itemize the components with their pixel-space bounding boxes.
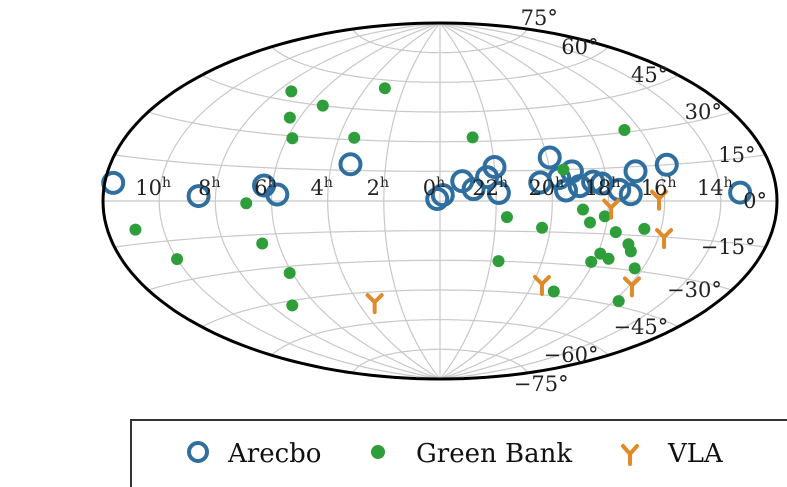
- dec-tick-label: −30°: [667, 278, 722, 302]
- vla-point: [602, 198, 621, 220]
- dec-tick-label: −45°: [613, 315, 668, 339]
- legend-marker-arecbo: [187, 441, 209, 463]
- green-bank-point: [628, 262, 641, 275]
- grid-lines: [102, 22, 778, 380]
- vla-point: [622, 276, 641, 298]
- green-bank-point: [256, 237, 269, 250]
- meridian-line: [158, 22, 441, 380]
- green-bank-point: [171, 253, 184, 266]
- arecbo-point: [618, 182, 643, 207]
- ra-tick-label: 10h: [135, 175, 171, 200]
- ra-tick-label: 4h: [310, 175, 332, 200]
- legend-label-arecbo: Arecbo: [227, 439, 321, 469]
- dec-tick-label: 0°: [743, 189, 767, 213]
- legend-label-vla: VLA: [667, 439, 724, 469]
- arecbo-point: [486, 180, 511, 205]
- legend: Arecbo Green Bank VLA: [130, 419, 787, 487]
- meridian-line: [439, 22, 610, 380]
- legend-box: [130, 419, 787, 487]
- ra-tick-label: 22h: [472, 175, 508, 200]
- green-bank-point: [240, 197, 253, 210]
- meridian-line: [383, 22, 441, 380]
- green-bank-point: [286, 132, 299, 145]
- ra-tick-label: 16h: [641, 175, 677, 200]
- green-bank-point: [286, 299, 299, 312]
- arecbo-point: [654, 152, 679, 177]
- dec-tick-label: 30°: [685, 100, 722, 124]
- ra-tick-label: 2h: [367, 175, 389, 200]
- dec-tick-label: −75°: [514, 372, 569, 396]
- dec-tick-label: 60°: [561, 35, 598, 59]
- green-bank-point: [547, 285, 560, 298]
- green-bank-point: [585, 255, 598, 268]
- vla-point: [650, 189, 669, 211]
- legend-marker-green-bank: [371, 445, 385, 459]
- arecbo-point: [482, 154, 507, 179]
- green-bank-point: [348, 131, 361, 144]
- dec-tick-label: −15°: [701, 235, 756, 259]
- green-bank-point: [598, 210, 611, 223]
- arecbo-point: [265, 182, 290, 207]
- green-bank-point: [500, 211, 513, 224]
- arecbo-point: [728, 180, 753, 205]
- dec-tick-label: 75°: [521, 6, 558, 30]
- green-bank-point: [609, 226, 622, 239]
- arecbo-point: [567, 174, 592, 199]
- arecbo-point: [338, 152, 363, 177]
- meridian-line: [327, 22, 441, 380]
- meridian-line: [214, 22, 441, 380]
- arecbo-point: [101, 170, 126, 195]
- green-bank-point: [583, 216, 596, 229]
- green-bank-point: [557, 163, 570, 176]
- green-bank-point: [129, 223, 142, 236]
- legend-marker-vla: [621, 444, 639, 466]
- green-bank-point: [492, 255, 505, 268]
- meridian-line: [439, 22, 666, 380]
- ra-tick-label: 14h: [697, 175, 733, 200]
- ra-tick-label: 0h: [423, 175, 445, 200]
- green-bank-point: [624, 245, 637, 258]
- ra-tick-label: 6h: [254, 175, 276, 200]
- green-bank-point: [466, 131, 479, 144]
- green-bank-point: [576, 203, 589, 216]
- data-markers: [101, 82, 753, 315]
- dec-tick-label: 45°: [631, 63, 668, 87]
- ra-tick-label: 8h: [198, 175, 220, 200]
- green-bank-point: [283, 266, 296, 279]
- legend-label-green-bank: Green Bank: [416, 439, 572, 469]
- vla-point: [655, 228, 674, 250]
- meridian-line: [439, 22, 553, 380]
- green-bank-point: [618, 123, 631, 136]
- sky-boundary: [101, 21, 779, 381]
- arecbo-point: [537, 145, 562, 170]
- arecbo-point: [186, 184, 211, 209]
- legend-entry-vla: VLA: [621, 439, 724, 469]
- dec-tick-label: 15°: [718, 143, 755, 167]
- ra-tick-label: 20h: [528, 175, 564, 200]
- green-bank-point: [285, 85, 298, 98]
- arecbo-point: [461, 177, 486, 202]
- green-bank-point: [602, 252, 615, 265]
- tick-labels: 10h 8h 6h 4h 2h 0h 22h 20h 18h 16h 14h 75°60° 45° 30°…: [135, 6, 767, 396]
- meridian-line: [439, 22, 722, 380]
- green-bank-point: [536, 221, 549, 234]
- vla-point: [532, 274, 551, 296]
- green-bank-point: [283, 111, 296, 124]
- dec-tick-label: −60°: [544, 343, 599, 367]
- green-bank-point: [378, 82, 391, 95]
- green-bank-point: [612, 295, 625, 308]
- legend-entry-green-bank: Green Bank: [371, 439, 572, 469]
- ra-tick-label: 18h: [585, 175, 621, 200]
- vla-point: [365, 293, 384, 315]
- green-bank-point: [638, 222, 651, 235]
- arecbo-point: [623, 159, 648, 184]
- legend-entry-arecbo: Arecbo: [187, 439, 321, 469]
- green-bank-point: [316, 99, 329, 112]
- arecbo-point: [430, 183, 455, 208]
